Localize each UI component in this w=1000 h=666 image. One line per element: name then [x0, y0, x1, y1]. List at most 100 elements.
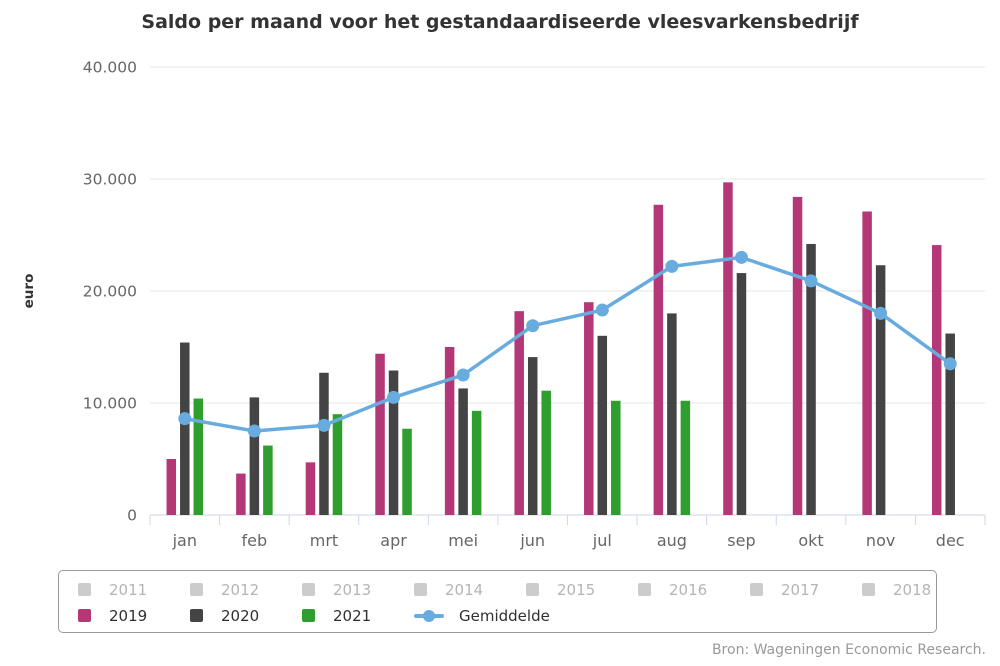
source-credit: Bron: Wageningen Economic Research.	[711, 642, 986, 658]
marker-gemiddelde-apr[interactable]	[387, 390, 401, 404]
bar-2019-mei[interactable]	[444, 347, 455, 515]
y-tick-label: 10.000	[83, 395, 137, 413]
x-tick-label-nov: nov	[866, 531, 895, 550]
marker-gemiddelde-okt[interactable]	[804, 274, 818, 288]
legend-swatch	[78, 609, 91, 622]
bar-2021-mrt[interactable]	[332, 414, 343, 515]
marker-gemiddelde-jul[interactable]	[595, 303, 609, 317]
marker-gemiddelde-dec[interactable]	[943, 357, 957, 371]
marker-gemiddelde-mei[interactable]	[456, 368, 470, 382]
bar-2019-mrt[interactable]	[305, 462, 316, 515]
marker-gemiddelde-mrt[interactable]	[317, 418, 331, 432]
bar-2019-okt[interactable]	[792, 196, 803, 516]
legend-row-active-series: 2019 2020 2021 Gemiddelde	[78, 605, 936, 626]
legend-item-2012[interactable]: 2012	[190, 581, 302, 599]
marker-gemiddelde-nov[interactable]	[874, 306, 888, 320]
legend-swatch	[526, 583, 539, 596]
legend-item-2018[interactable]: 2018	[862, 581, 974, 599]
marker-gemiddelde-jan[interactable]	[178, 412, 192, 426]
legend-item-2017[interactable]: 2017	[750, 581, 862, 599]
bar-2019-nov[interactable]	[862, 211, 872, 516]
legend-item-2016[interactable]: 2016	[638, 581, 750, 599]
y-tick-label: 20.000	[83, 283, 137, 301]
line-gemiddelde	[183, 255, 952, 433]
legend-label: 2012	[221, 580, 260, 599]
bar-2021-mei[interactable]	[471, 410, 482, 515]
y-tick-label: 40.000	[83, 59, 137, 77]
x-tick-label-sep: sep	[727, 531, 755, 550]
x-tick-label-jun: jun	[519, 531, 545, 550]
bar-2020-aug[interactable]	[667, 313, 677, 515]
legend-label: 2014	[445, 580, 484, 599]
bar-2021-apr[interactable]	[402, 428, 412, 515]
y-tick-label: 30.000	[83, 171, 137, 189]
legend-item-2020[interactable]: 2020	[190, 607, 302, 625]
legend-item-2014[interactable]: 2014	[414, 581, 526, 599]
x-tick-label-mrt: mrt	[310, 531, 338, 550]
legend-swatch	[638, 583, 651, 596]
bar-2020-apr[interactable]	[388, 370, 399, 515]
x-tick-label-jan: jan	[172, 531, 197, 550]
legend-box: 2011 2012 2013 2014 2015 2016 2017 2018 2019 202…	[58, 570, 937, 633]
bar-2021-feb[interactable]	[263, 445, 273, 515]
legend-label: 2013	[333, 580, 372, 599]
legend-row-inactive-years: 2011 2012 2013 2014 2015 2016 2017 2018	[78, 579, 936, 600]
bar-2020-dec[interactable]	[945, 333, 955, 515]
bar-2021-aug[interactable]	[680, 400, 691, 515]
bar-2019-feb[interactable]	[236, 473, 246, 515]
bar-2021-jan[interactable]	[193, 398, 204, 515]
bar-2021-jun[interactable]	[541, 390, 551, 515]
legend-label: 2020	[221, 606, 260, 625]
bar-2020-nov[interactable]	[875, 265, 886, 515]
legend-label: 2018	[893, 580, 932, 599]
legend-item-2019[interactable]: 2019	[78, 607, 190, 625]
marker-gemiddelde-aug[interactable]	[665, 259, 679, 273]
legend-swatch	[190, 583, 203, 596]
x-tick-label-aug: aug	[657, 531, 687, 550]
legend-item-2011[interactable]: 2011	[78, 581, 190, 599]
marker-gemiddelde-jun[interactable]	[526, 319, 540, 333]
bar-2020-mei[interactable]	[458, 388, 468, 515]
bar-2019-apr[interactable]	[375, 353, 385, 515]
marker-gemiddelde-feb[interactable]	[247, 424, 261, 438]
bar-2020-feb[interactable]	[249, 397, 260, 515]
legend-item-2021[interactable]: 2021	[302, 607, 414, 625]
legend-swatch	[302, 583, 315, 596]
legend-label: 2016	[669, 580, 708, 599]
bar-2019-jun[interactable]	[514, 311, 524, 515]
legend-label: Gemiddelde	[459, 606, 550, 625]
bar-2020-mrt[interactable]	[319, 372, 329, 515]
bar-2019-aug[interactable]	[653, 204, 664, 515]
x-tick-label-jul: jul	[592, 531, 612, 550]
x-tick-label-dec: dec	[936, 531, 965, 550]
bar-2019-jan[interactable]	[166, 459, 177, 515]
bar-2019-sep[interactable]	[723, 182, 733, 516]
bar-2020-jan[interactable]	[180, 342, 190, 515]
plot-area: 0 10.000 20.000 30.000 40.000 jan feb mrt apr mei…	[21, 59, 986, 550]
legend-swatch	[78, 583, 91, 596]
legend-swatch	[414, 583, 427, 596]
x-tick-label-okt: okt	[798, 531, 823, 550]
x-tick-label-mei: mei	[448, 531, 478, 550]
bar-2020-jun[interactable]	[527, 357, 538, 515]
legend-label: 2015	[557, 580, 596, 599]
bar-2021-jul[interactable]	[611, 400, 621, 515]
bar-2019-dec[interactable]	[931, 245, 942, 515]
bar-2020-sep[interactable]	[736, 273, 747, 515]
legend-swatch	[750, 583, 763, 596]
bar-2019-jul[interactable]	[584, 302, 594, 515]
legend-item-2015[interactable]: 2015	[526, 581, 638, 599]
bar-2020-okt[interactable]	[806, 243, 816, 515]
legend-swatch	[862, 583, 875, 596]
marker-gemiddelde-sep[interactable]	[734, 250, 748, 264]
legend-label: 2017	[781, 580, 820, 599]
legend-item-2013[interactable]: 2013	[302, 581, 414, 599]
y-tick-label: 0	[127, 507, 137, 525]
legend-item-gemiddelde[interactable]: Gemiddelde	[414, 607, 550, 625]
legend-label: 2019	[109, 606, 148, 625]
bar-2020-jul[interactable]	[597, 335, 608, 515]
y-axis-title: euro	[21, 274, 37, 309]
legend-label: 2011	[109, 580, 148, 599]
legend-swatch	[302, 609, 315, 622]
